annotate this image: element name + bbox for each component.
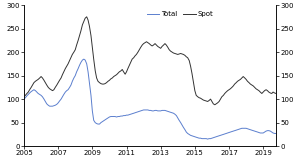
Legend: Total, Spot: Total, Spot bbox=[144, 9, 216, 20]
